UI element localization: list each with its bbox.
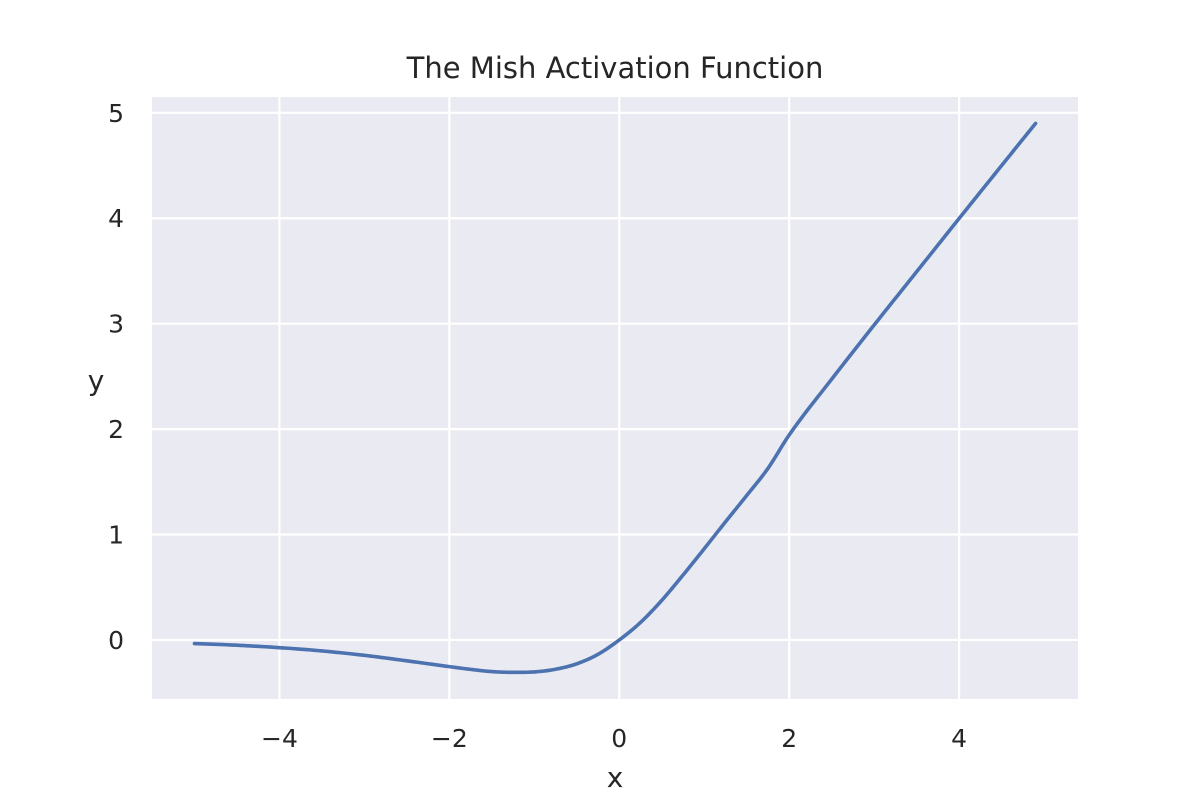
y-gridlines bbox=[152, 111, 1078, 642]
x-tick-label: −4 bbox=[261, 724, 298, 753]
y-tick-labels: 0 1 2 3 4 5 bbox=[108, 99, 124, 655]
y-tick-label: 5 bbox=[108, 99, 124, 128]
y-tick-label: 0 bbox=[108, 626, 124, 655]
x-tick-label: 0 bbox=[611, 724, 627, 753]
y-axis-label: y bbox=[88, 364, 105, 397]
y-tick-label: 2 bbox=[108, 415, 124, 444]
chart-title: The Mish Activation Function bbox=[406, 51, 824, 85]
y-tick-label: 4 bbox=[108, 204, 124, 233]
x-axis-label: x bbox=[607, 761, 624, 794]
plot-area bbox=[152, 97, 1078, 699]
y-tick-label: 3 bbox=[108, 310, 124, 339]
x-tick-label: 2 bbox=[781, 724, 797, 753]
x-tick-label: 4 bbox=[951, 724, 967, 753]
series-layer bbox=[192, 121, 1038, 675]
x-tick-labels: −4 −2 0 2 4 bbox=[261, 724, 967, 753]
y-tick-label: 1 bbox=[108, 521, 124, 550]
x-tick-label: −2 bbox=[431, 724, 468, 753]
x-gridlines bbox=[278, 97, 961, 699]
mish-curve-line bbox=[192, 121, 1038, 675]
